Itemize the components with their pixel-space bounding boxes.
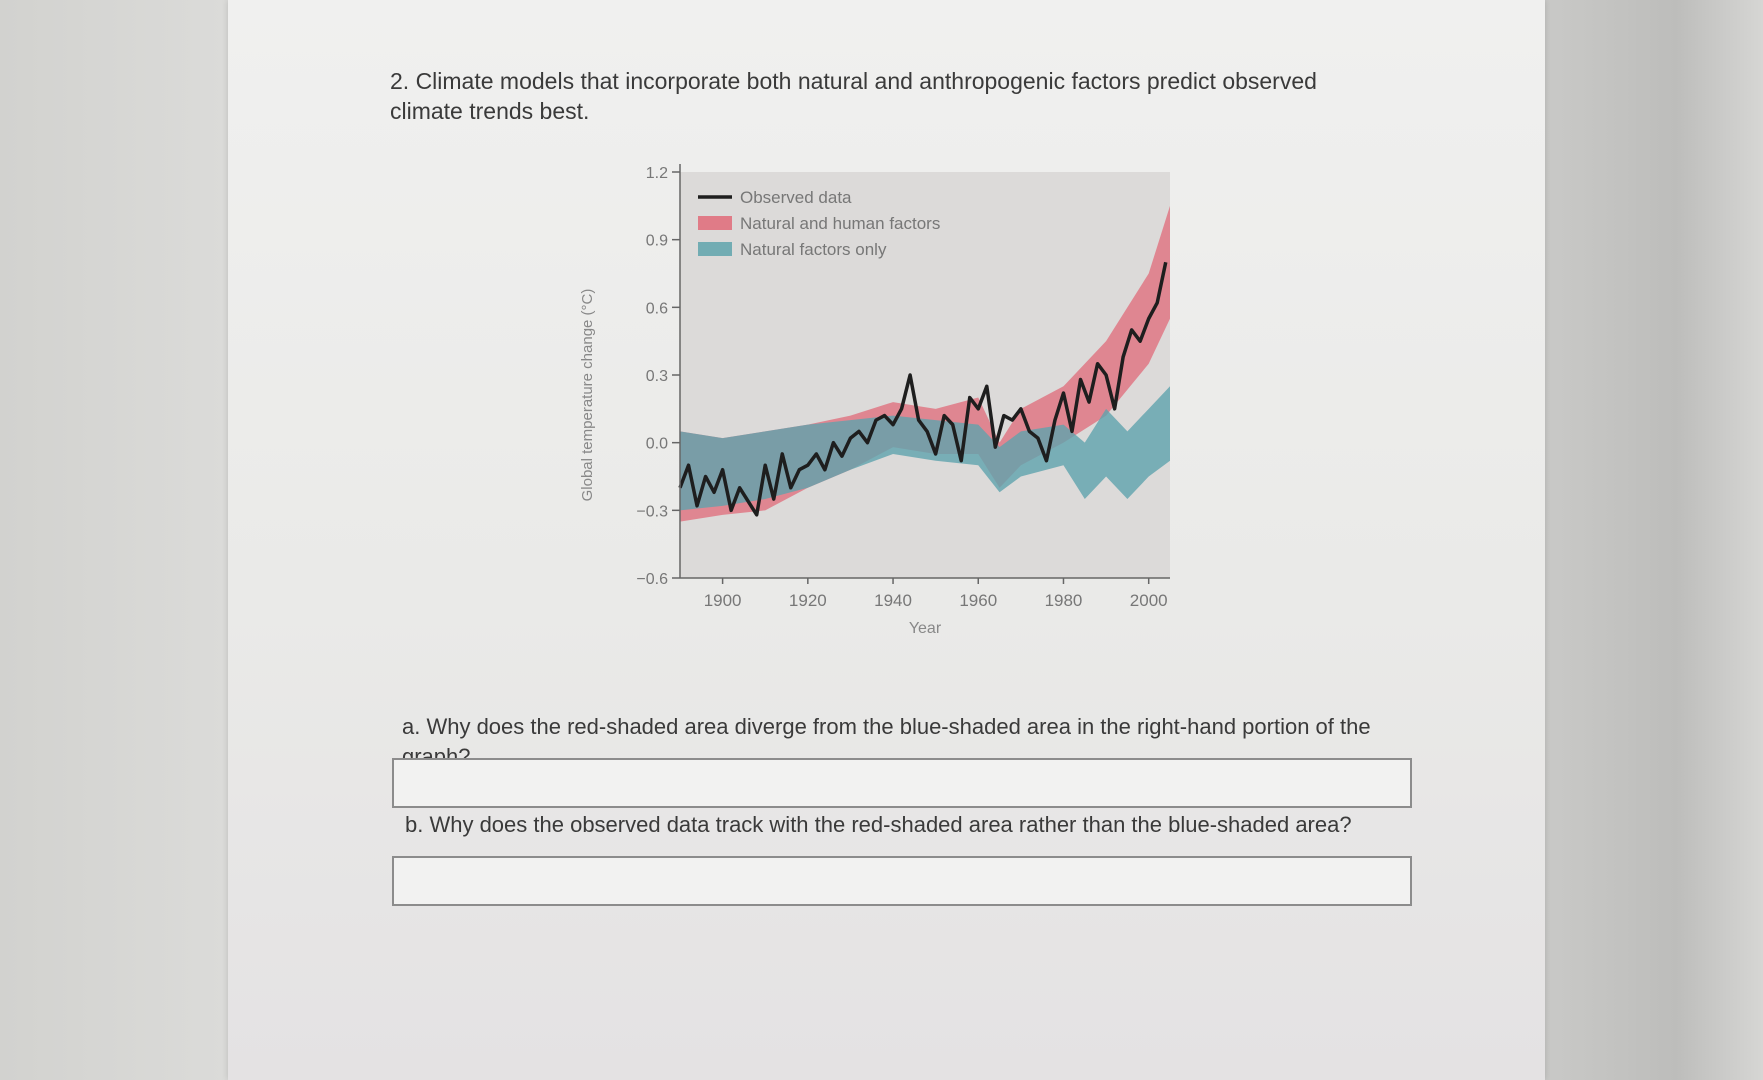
question-part-a: a. Why does the red-shaded area diverge … (402, 714, 1371, 769)
x-tick-label: 1940 (874, 591, 912, 610)
chart-container: −0.6 −0.3 0.0 0.3 0.6 0.9 1.2 1900 1920 1940 1960 1… (560, 150, 1220, 650)
y-tick-label: 0.0 (646, 436, 668, 453)
x-tick-label: 1900 (704, 591, 742, 610)
legend-natural-only-label: Natural factors only (740, 240, 887, 259)
series-observed-line (678, 261, 1168, 517)
x-axis-label: Year (909, 620, 942, 637)
y-tick-label: 0.6 (646, 300, 668, 317)
y-tick-label: 0.9 (646, 233, 668, 250)
y-tick-label: −0.3 (636, 503, 668, 520)
legend-natural-and-human-label: Natural and human factors (740, 214, 940, 233)
band-natural-only (680, 386, 1170, 511)
y-tick-label: 0.3 (646, 368, 668, 385)
answer-field-b[interactable] (392, 856, 1412, 906)
legend-natural-and-human-swatch (698, 216, 732, 230)
answer-field-a[interactable] (392, 758, 1412, 808)
legend-natural-only-swatch (698, 242, 732, 256)
y-tick-label: 1.2 (646, 165, 668, 182)
x-tick-label: 1960 (959, 591, 997, 610)
x-tick-label: 1920 (789, 591, 827, 610)
question-title: 2. Climate models that incorporate both … (390, 68, 1317, 124)
desk-background-left (0, 0, 250, 1080)
x-tick-label: 2000 (1130, 591, 1168, 610)
temperature-chart: −0.6 −0.3 0.0 0.3 0.6 0.9 1.2 1900 1920 1940 1960 1… (579, 164, 1170, 637)
y-axis-label: Global temperature change (°C) (579, 289, 596, 502)
legend-observed-label: Observed data (740, 188, 852, 207)
desk-background-right (1545, 0, 1763, 1080)
question-part-b: b. Why does the observed data track with… (405, 812, 1352, 837)
y-tick-label: −0.6 (636, 571, 668, 588)
x-tick-label: 1980 (1045, 591, 1083, 610)
